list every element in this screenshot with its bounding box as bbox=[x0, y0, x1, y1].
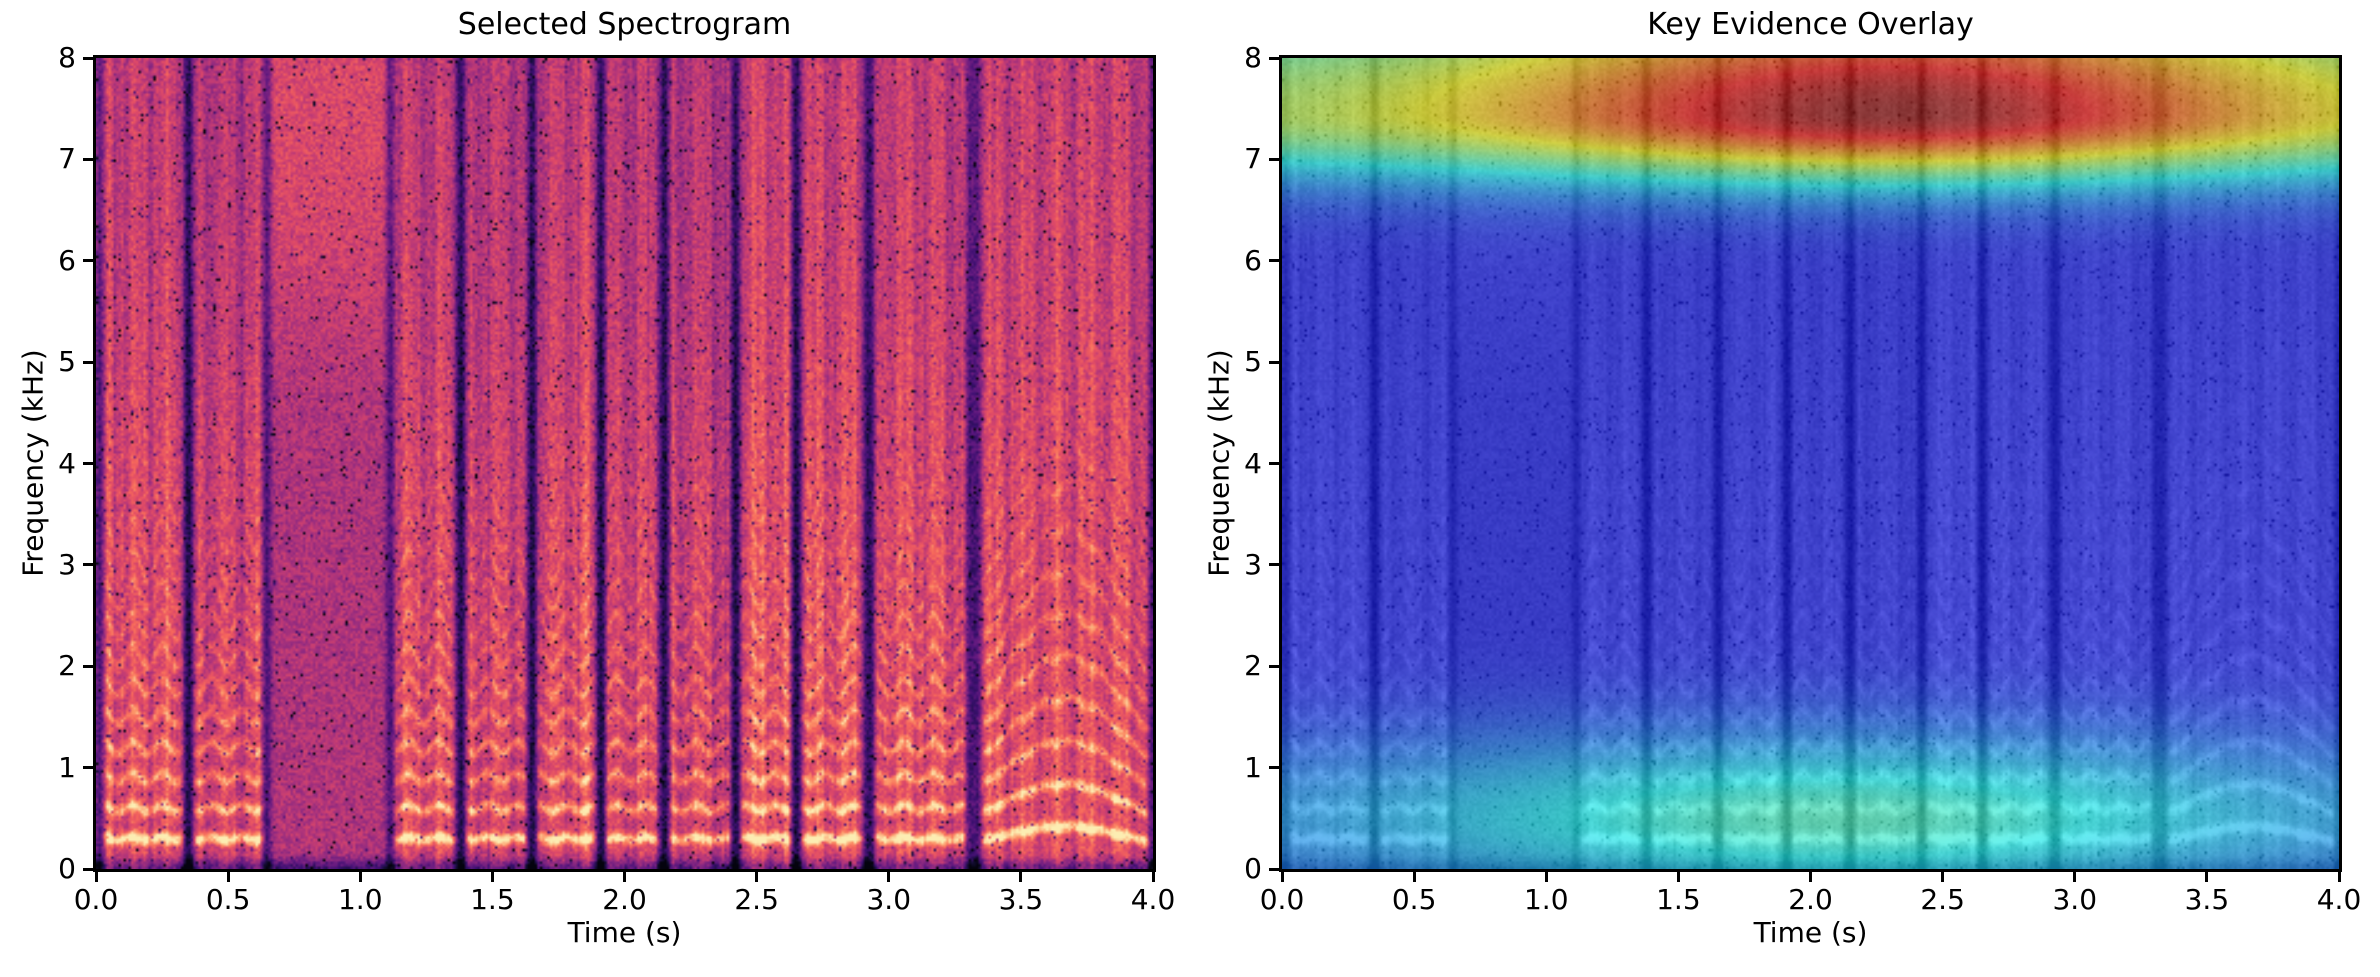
x-tick-mark bbox=[94, 872, 98, 882]
x-tick-label: 0.5 bbox=[1391, 883, 1437, 916]
y-tick-mark bbox=[1269, 766, 1279, 770]
x-tick-mark bbox=[2205, 872, 2209, 882]
plot-area bbox=[93, 55, 1156, 872]
y-tick-label: 8 bbox=[58, 41, 76, 74]
x-tick-mark bbox=[1941, 872, 1945, 882]
y-tick-mark bbox=[1269, 462, 1279, 465]
y-tick-label: 1 bbox=[58, 750, 76, 784]
y-tick-label: 0 bbox=[1244, 852, 1262, 885]
x-axis-label: Time (s) bbox=[567, 916, 682, 949]
y-tick-mark bbox=[83, 157, 93, 161]
y-tick-mark bbox=[83, 462, 93, 465]
x-tick-mark bbox=[2337, 872, 2341, 882]
panel-selected-spectrogram: Selected Spectrogram Time (s) Frequency … bbox=[17, 7, 1176, 949]
y-tick-label: 5 bbox=[58, 345, 76, 379]
x-tick-mark bbox=[1676, 872, 1680, 882]
overlay-canvas bbox=[1282, 58, 2339, 869]
plot-title: Selected Spectrogram bbox=[457, 7, 792, 42]
y-tick-label: 7 bbox=[1244, 142, 1262, 176]
x-tick-mark bbox=[1412, 872, 1416, 882]
y-tick-label: 7 bbox=[58, 142, 76, 176]
y-tick-mark bbox=[83, 867, 93, 871]
x-tick-label: 3.0 bbox=[866, 883, 912, 916]
y-tick-label: 3 bbox=[58, 547, 76, 581]
x-tick-label: 2.5 bbox=[1920, 883, 1965, 916]
y-tick-mark bbox=[83, 360, 93, 364]
x-tick-mark bbox=[1809, 872, 1812, 882]
x-tick-mark bbox=[490, 872, 494, 882]
y-tick-mark bbox=[1269, 563, 1279, 567]
x-tick-label: 0.5 bbox=[205, 883, 251, 916]
y-tick-mark bbox=[83, 259, 93, 263]
x-tick-mark bbox=[1151, 872, 1155, 882]
x-tick-label: 1.0 bbox=[1523, 883, 1569, 916]
x-tick-label: 0.0 bbox=[1259, 883, 1305, 916]
y-tick-mark bbox=[1269, 259, 1279, 263]
spectrogram-canvas bbox=[96, 58, 1153, 869]
x-axis-label: Time (s) bbox=[1753, 916, 1868, 949]
x-tick-label: 3.5 bbox=[998, 883, 1044, 916]
y-tick-mark bbox=[83, 664, 93, 668]
x-tick-label: 0.0 bbox=[73, 883, 119, 916]
plot-area bbox=[1279, 55, 2342, 872]
x-tick-mark bbox=[1019, 872, 1023, 882]
x-tick-label: 1.0 bbox=[337, 883, 383, 916]
x-tick-label: 4.0 bbox=[1130, 883, 1176, 916]
x-tick-mark bbox=[358, 872, 362, 882]
x-tick-mark bbox=[2073, 872, 2077, 882]
y-tick-mark bbox=[1269, 867, 1279, 871]
x-tick-label: 1.5 bbox=[1656, 883, 1701, 916]
y-tick-label: 4 bbox=[1244, 446, 1262, 480]
x-tick-label: 2.0 bbox=[602, 883, 647, 916]
y-tick-mark bbox=[1269, 157, 1279, 161]
y-tick-label: 4 bbox=[58, 446, 76, 480]
y-tick-label: 0 bbox=[58, 852, 76, 885]
y-tick-label: 8 bbox=[1244, 41, 1262, 74]
y-tick-mark bbox=[83, 563, 93, 567]
y-tick-mark bbox=[1269, 360, 1279, 364]
x-tick-mark bbox=[226, 872, 230, 882]
x-tick-label: 4.0 bbox=[2316, 883, 2362, 916]
x-tick-mark bbox=[1280, 872, 1284, 882]
y-tick-mark bbox=[83, 56, 93, 60]
y-tick-label: 6 bbox=[58, 243, 76, 277]
x-tick-label: 3.0 bbox=[2052, 883, 2098, 916]
y-tick-label: 2 bbox=[1244, 649, 1262, 683]
plot-title: Key Evidence Overlay bbox=[1647, 7, 1974, 42]
y-tick-label: 2 bbox=[58, 649, 76, 683]
y-tick-label: 6 bbox=[1244, 243, 1262, 277]
x-tick-mark bbox=[755, 872, 759, 882]
x-tick-label: 2.5 bbox=[734, 883, 779, 916]
x-tick-label: 1.5 bbox=[470, 883, 515, 916]
x-tick-label: 3.5 bbox=[2184, 883, 2230, 916]
x-tick-mark bbox=[1544, 872, 1548, 882]
x-tick-label: 2.0 bbox=[1788, 883, 1833, 916]
y-tick-mark bbox=[1269, 664, 1279, 668]
y-tick-label: 1 bbox=[1244, 750, 1262, 784]
x-tick-mark bbox=[623, 872, 626, 882]
y-tick-mark bbox=[1269, 56, 1279, 60]
y-tick-label: 5 bbox=[1244, 345, 1262, 379]
y-tick-label: 3 bbox=[1244, 547, 1262, 581]
x-tick-mark bbox=[887, 872, 891, 882]
panel-key-evidence-overlay: Key Evidence Overlay Time (s) Frequency … bbox=[1186, 0, 2376, 977]
y-tick-mark bbox=[83, 766, 93, 770]
